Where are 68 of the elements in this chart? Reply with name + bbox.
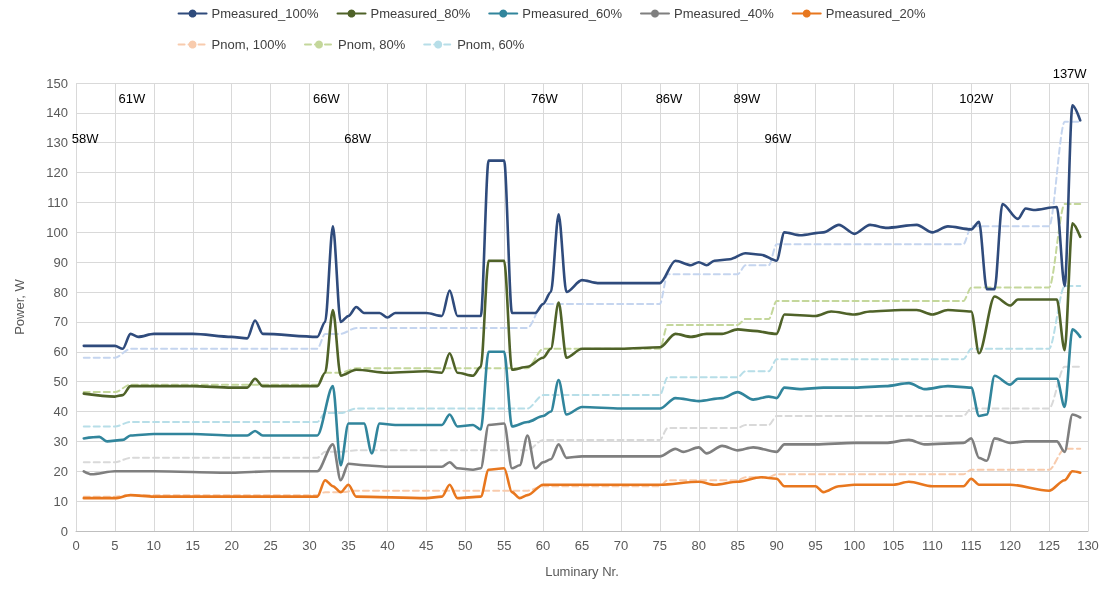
x-tick-label: 125 [1038, 538, 1060, 553]
y-tick-label: 40 [53, 404, 68, 420]
x-tick-label: 70 [613, 538, 629, 553]
y-tick-label: 90 [53, 254, 68, 270]
annotation: 96W [764, 131, 793, 146]
legend-label: Pnom, 60% [457, 37, 525, 52]
y-tick-label: 10 [53, 493, 68, 509]
x-tick-label: 95 [808, 538, 823, 553]
x-tick-label: 30 [302, 538, 317, 553]
x-tick-label: 130 [1077, 538, 1099, 553]
x-axis-title: Luminary Nr. [545, 564, 619, 579]
x-tick-label: 115 [960, 538, 982, 553]
x-tick-label: 105 [882, 538, 905, 553]
y-tick-label: 80 [53, 284, 68, 300]
x-tick-label: 55 [496, 538, 512, 553]
x-tick-label: 45 [419, 538, 434, 553]
y-tick-label: 20 [53, 463, 68, 479]
line-series [82, 466, 1082, 500]
y-tick-label: 150 [46, 75, 68, 91]
y-tick-label: 50 [53, 374, 68, 390]
legend-label: Pmeasured_100% [211, 6, 319, 21]
x-tick-label: 10 [146, 538, 162, 553]
x-tick-label: 110 [921, 538, 943, 553]
x-tick-label: 20 [224, 538, 239, 553]
line-series [82, 285, 1082, 428]
x-tick-label: 15 [185, 538, 200, 553]
y-tick-label: 120 [46, 165, 68, 181]
legend-label: Pmeasured_20% [825, 6, 926, 21]
legend-label: Pmeasured_80% [370, 6, 471, 21]
annotation: 102W [959, 91, 994, 106]
legend-label: Pmeasured_60% [522, 6, 623, 21]
x-tick-label: 60 [535, 538, 551, 553]
x-tick-label: 25 [263, 538, 278, 553]
x-tick-label: 5 [111, 538, 119, 553]
y-tick-label: 30 [53, 433, 68, 449]
y-tick-label: 100 [46, 224, 68, 240]
x-tick-label: 40 [380, 538, 395, 553]
x-tick-label: 75 [652, 538, 668, 553]
x-tick-label: 80 [691, 538, 706, 553]
x-tick-label: 35 [341, 538, 356, 553]
annotation: 89W [733, 91, 761, 106]
legend-label: Pnom, 100% [211, 37, 287, 52]
y-tick-label: 0 [60, 523, 68, 539]
y-tick-label: 70 [53, 314, 68, 330]
legend-label: Pnom, 80% [338, 37, 406, 52]
y-axis-title: Power, W [12, 278, 27, 335]
y-tick-label: 60 [53, 344, 68, 360]
x-tick-label: 120 [999, 538, 1022, 553]
x-tick-label: 90 [769, 538, 784, 553]
annotation: 61W [118, 91, 146, 106]
x-tick-label: 0 [72, 538, 80, 553]
x-tick-label: 85 [730, 538, 745, 553]
y-tick-label: 130 [46, 135, 68, 151]
x-tick-label: 100 [843, 538, 866, 553]
annotation: 76W [531, 91, 559, 106]
line-series [82, 413, 1082, 482]
legend-label: Pmeasured_40% [673, 6, 775, 21]
y-tick-label: 140 [46, 105, 68, 121]
annotation: 58W [71, 131, 100, 146]
text: 137W [1052, 66, 1088, 81]
x-tick-label: 65 [574, 538, 590, 553]
y-tick-label: 110 [47, 194, 68, 210]
x-tick-label: 50 [458, 538, 473, 553]
annotation: 86W [655, 91, 684, 106]
line-series [82, 328, 1082, 467]
annotation: 66W [313, 91, 341, 106]
line-series [82, 447, 1082, 498]
annotation: 68W [344, 131, 372, 146]
